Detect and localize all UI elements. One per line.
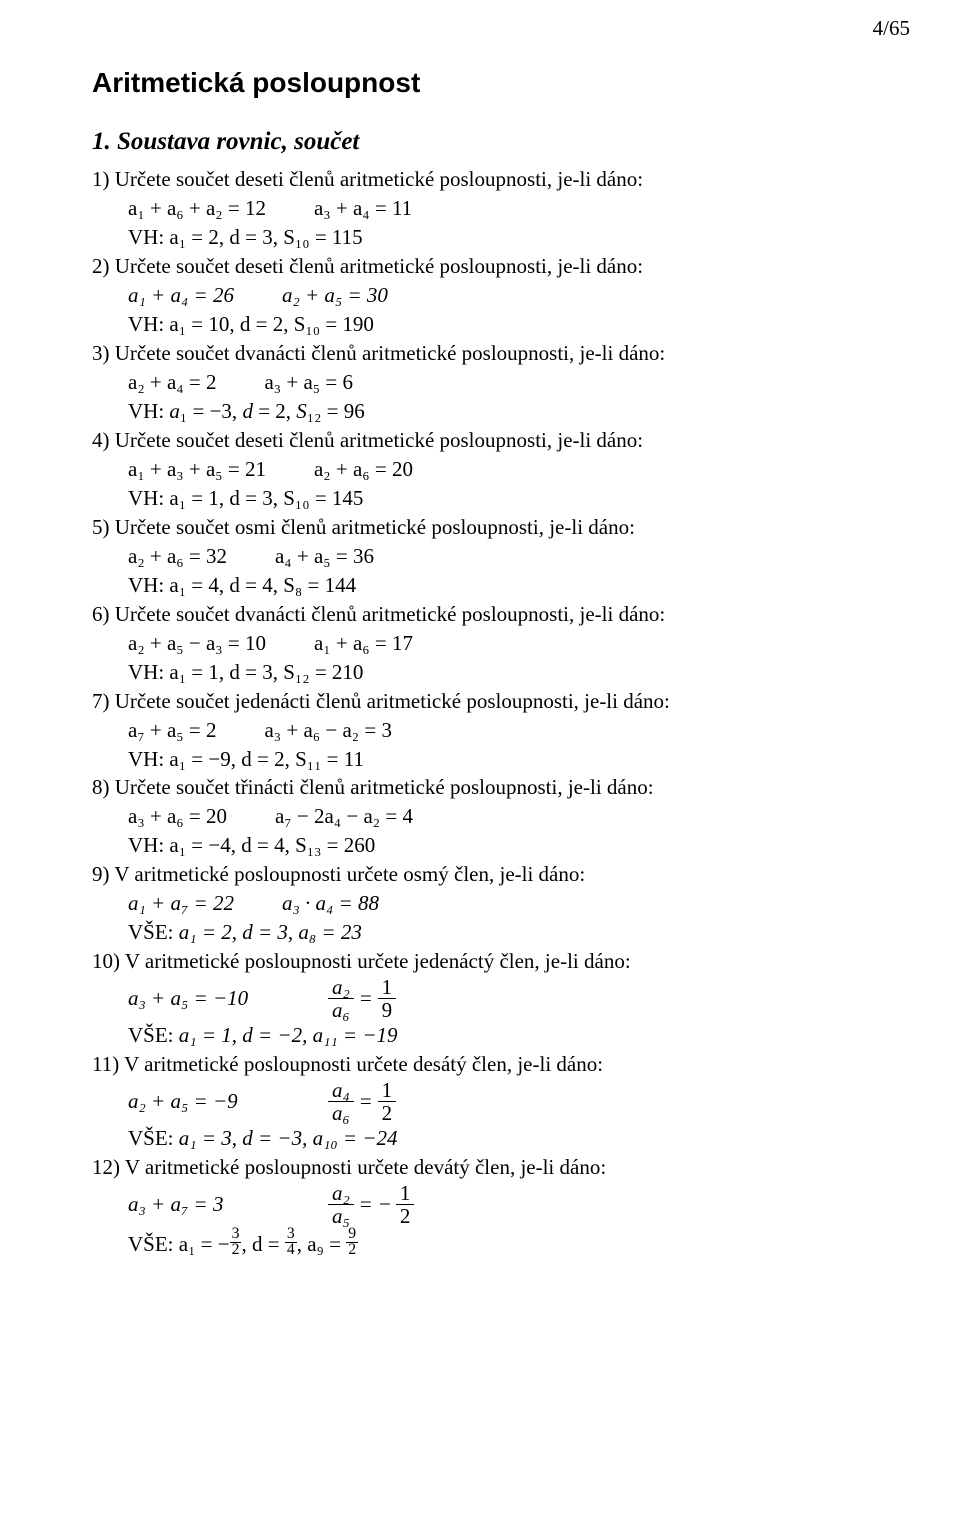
problem-1-vh: VH: a₁ = 2, d = 3, S₁₀ = 115 bbox=[92, 223, 892, 252]
problem-2-vh: VH: a₁ = 10, d = 2, S₁₀ = 190 bbox=[92, 310, 892, 339]
problem-6-eq: a₂ + a₅ − a₃ = 10a₁ + a₆ = 17 bbox=[92, 629, 892, 658]
problem-12: 12) V aritmetické posloupnosti určete de… bbox=[92, 1153, 892, 1182]
problem-12-vh: VŠE: a₁ = −32, d = 34, a₉ = 92 bbox=[92, 1227, 892, 1259]
problem-6-vh: VH: a₁ = 1, d = 3, S₁₂ = 210 bbox=[92, 658, 892, 687]
problem-10-eq: a₃ + a₅ = −10 a₂a₆ = 19 bbox=[92, 976, 892, 1021]
problem-11: 11) V aritmetické posloupnosti určete de… bbox=[92, 1050, 892, 1079]
page-number: 4/65 bbox=[873, 14, 910, 43]
problem-9: 9) V aritmetické posloupnosti určete osm… bbox=[92, 860, 892, 889]
problem-3-eq: a₂ + a₄ = 2a₃ + a₅ = 6 bbox=[92, 368, 892, 397]
problem-5: 5) Určete součet osmi členů aritmetické … bbox=[92, 513, 892, 542]
problem-3-vh: VH: a₁ = −3, d = 2, S₁₂ = 96 bbox=[92, 397, 892, 426]
problem-6: 6) Určete součet dvanácti členů aritmeti… bbox=[92, 600, 892, 629]
problem-5-eq: a₂ + a₆ = 32a₄ + a₅ = 36 bbox=[92, 542, 892, 571]
problem-10: 10) V aritmetické posloupnosti určete je… bbox=[92, 947, 892, 976]
problem-8: 8) Určete součet třinácti členů aritmeti… bbox=[92, 773, 892, 802]
problem-1-eq: a₁ + a₆ + a₂ = 12a₃ + a₄ = 11 bbox=[92, 194, 892, 223]
problem-7: 7) Určete součet jedenácti členů aritmet… bbox=[92, 687, 892, 716]
problem-1: 1) Určete součet deseti členů aritmetick… bbox=[92, 165, 892, 194]
problem-10-vh: VŠE: a₁ = 1, d = −2, a₁₁ = −19 bbox=[92, 1021, 892, 1050]
problem-4-vh: VH: a₁ = 1, d = 3, S₁₀ = 145 bbox=[92, 484, 892, 513]
problem-12-eq: a₃ + a₇ = 3 a₂a₅ = − 12 bbox=[92, 1182, 892, 1227]
problem-8-eq: a₃ + a₆ = 20a₇ − 2a₄ − a₂ = 4 bbox=[92, 802, 892, 831]
problem-9-vh: VŠE: a₁ = 2, d = 3, a₈ = 23 bbox=[92, 918, 892, 947]
problem-2-eq: a₁ + a₄ = 26a₂ + a₅ = 30 bbox=[92, 281, 892, 310]
page-title: Aritmetická posloupnost bbox=[92, 64, 892, 103]
problem-4-eq: a₁ + a₃ + a₅ = 21a₂ + a₆ = 20 bbox=[92, 455, 892, 484]
problem-8-vh: VH: a₁ = −4, d = 4, S₁₃ = 260 bbox=[92, 831, 892, 860]
problem-11-eq: a₂ + a₅ = −9 a₄a₆ = 12 bbox=[92, 1079, 892, 1124]
problem-5-vh: VH: a₁ = 4, d = 4, S₈ = 144 bbox=[92, 571, 892, 600]
problem-3: 3) Určete součet dvanácti členů aritmeti… bbox=[92, 339, 892, 368]
problem-4: 4) Určete součet deseti členů aritmetick… bbox=[92, 426, 892, 455]
problem-9-eq: a₁ + a₇ = 22a₃ · a₄ = 88 bbox=[92, 889, 892, 918]
problem-7-vh: VH: a₁ = −9, d = 2, S₁₁ = 11 bbox=[92, 745, 892, 774]
problem-7-eq: a₇ + a₅ = 2a₃ + a₆ − a₂ = 3 bbox=[92, 716, 892, 745]
section-heading: 1. Soustava rovnic, součet bbox=[92, 125, 892, 160]
problem-2: 2) Určete součet deseti členů aritmetick… bbox=[92, 252, 892, 281]
problem-11-vh: VŠE: a₁ = 3, d = −3, a₁₀ = −24 bbox=[92, 1124, 892, 1153]
